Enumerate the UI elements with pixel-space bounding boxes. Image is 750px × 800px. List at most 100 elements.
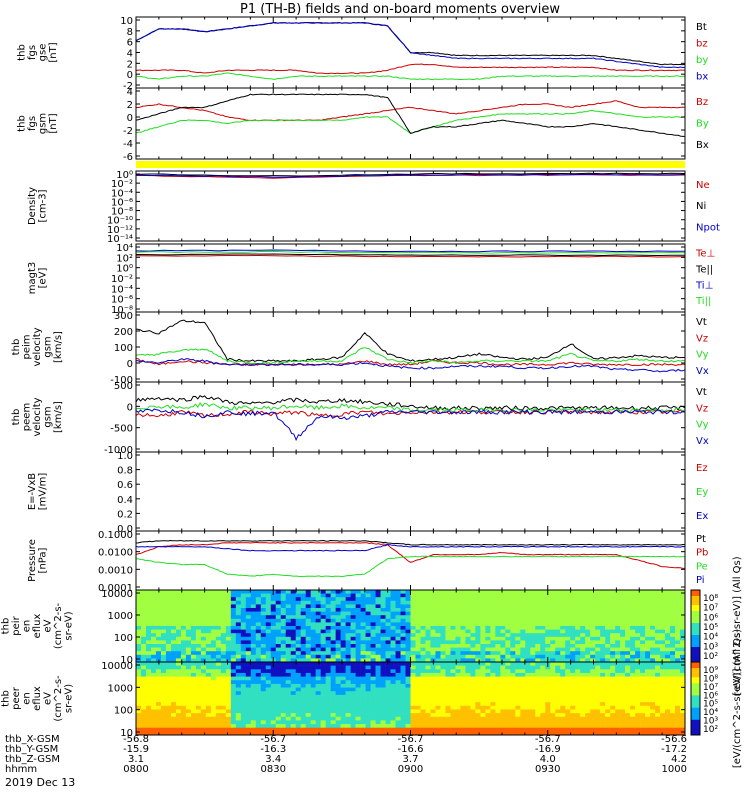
legend-entry: bz (696, 39, 708, 50)
colorbar-tick-label: 10² (703, 652, 718, 662)
colorbar-tick-label: 10⁷ (703, 683, 718, 693)
colorbar-tick-label: 10² (703, 725, 718, 735)
y-axis-label: eflux (32, 614, 43, 639)
legend-entry: Vz (696, 403, 708, 414)
y-tick-label: 10⁻¹² (107, 225, 133, 236)
legend-entry: Pt (696, 534, 706, 545)
y-axis-label: peir (11, 615, 22, 635)
y-axis-label: sr-eV) (64, 611, 75, 640)
y-axis-label: thb (16, 44, 27, 61)
legend-entry: Ey (696, 487, 708, 498)
x-axis-value: 0830 (261, 764, 286, 775)
y-axis-label: velocity (32, 397, 43, 436)
y-axis-label: sr-eV) (64, 684, 75, 713)
x-axis-row-label: thb_X-GSM (5, 734, 60, 745)
y-axis-label: [km/s] (53, 331, 64, 363)
y-axis-label: Pressure (27, 539, 38, 582)
colorbar-label: [eV/(cm^2-s-sr-eV)] (All Qs) (732, 629, 743, 768)
y-tick-label: 0.6 (117, 480, 133, 491)
y-tick-label: 10⁻⁶ (111, 197, 133, 208)
legend-entry: Pe (696, 561, 708, 572)
colorbar-tick-label: 10³ (703, 717, 718, 727)
colorbar-tick-label: 10⁵ (703, 623, 718, 633)
series-line-Te⊥ (135, 254, 686, 258)
y-tick-label: 4 (127, 87, 133, 98)
y-tick-label: -100 (110, 375, 133, 386)
series-line-Bz (135, 100, 686, 122)
legend-entry: By (696, 119, 709, 130)
y-tick-label: -4 (123, 139, 133, 150)
y-axis-label: gse (37, 44, 48, 62)
x-axis-value: 4.2 (671, 754, 687, 765)
y-tick-label: 2 (127, 59, 133, 70)
series-line-Bx (135, 93, 685, 137)
y-tick-label: 100 (114, 633, 133, 644)
colorbar-tick-label: 10⁸ (703, 594, 718, 604)
y-tick-label: 10² (116, 253, 133, 264)
series-line-Pt (135, 539, 686, 546)
y-tick-label: -2 (123, 126, 133, 137)
series-line-Ti|| (135, 250, 686, 254)
mode-flag-bar (136, 161, 685, 168)
y-axis-label: fgs (27, 45, 38, 60)
series-line-Pe (135, 555, 686, 578)
x-axis-value: 3.1 (128, 754, 144, 765)
legend-entry: Pi (696, 575, 705, 586)
colorbar-tick-label: 10⁴ (703, 633, 718, 643)
y-axis-label: gsm (43, 336, 54, 357)
series-line-Vt (135, 319, 685, 363)
y-axis-label: thb (16, 115, 27, 132)
legend-entry: by (696, 55, 708, 66)
x-axis-value: 1000 (662, 764, 687, 775)
y-axis-label: magt3 (27, 262, 38, 295)
y-tick-label: 10⁻¹⁴ (107, 234, 133, 245)
legend-entry: Vt (696, 387, 707, 398)
y-tick-label: 10⁻² (111, 179, 133, 190)
legend-entry: Ti|| (695, 296, 711, 307)
y-axis-label: thb (11, 339, 22, 356)
legend-entry: Ni (696, 201, 706, 212)
y-tick-label: 10⁴ (116, 243, 133, 254)
legend-entry: Vy (696, 420, 709, 431)
colorbar-tick-label: 10⁸ (703, 674, 718, 684)
y-tick-label: 0.0001 (98, 583, 133, 594)
y-axis-label: peem (22, 403, 33, 431)
legend-entry: Bt (696, 22, 707, 33)
series-line-Ti⊥ (135, 249, 686, 253)
y-tick-label: 0.0010 (98, 565, 133, 576)
y-axis-label: [nPa] (37, 547, 48, 573)
y-axis-label: thb (1, 690, 12, 707)
y-tick-label: -500 (110, 424, 133, 435)
x-axis-value: -56.7 (535, 734, 561, 745)
x-axis-value: -56.8 (123, 734, 149, 745)
y-axis-label: en (22, 692, 33, 705)
y-tick-label: 0.8 (117, 466, 133, 477)
x-axis-value: 0900 (398, 764, 423, 775)
legend-entry: Ez (696, 463, 708, 474)
y-axis-label: (cm^2-s- (53, 602, 64, 649)
y-axis-label: eV (43, 619, 54, 632)
y-tick-label: 0 (127, 70, 133, 81)
y-axis-label: [eV] (37, 268, 48, 289)
legend-entry: Ne (696, 180, 710, 191)
x-axis-value: 4.0 (540, 754, 556, 765)
x-axis-value: -16.9 (535, 744, 561, 755)
series-line-Bt (135, 21, 686, 66)
x-axis-value: -17.2 (661, 744, 687, 755)
legend-entry: Vy (696, 350, 709, 361)
legend-entry: Bx (696, 140, 709, 151)
y-tick-label: 6 (127, 38, 133, 49)
panel-peim-velocity: thb peim velocity gsm [km/s] 300 200 100 0 -100 Vt… (11, 311, 709, 386)
series-line-Vx (135, 358, 686, 373)
legend-entry: bx (696, 72, 708, 83)
y-axis-label: fgs (27, 116, 38, 131)
colorbar-tick-label: 10⁶ (703, 691, 718, 701)
y-tick-label: 4 (127, 49, 133, 60)
y-tick-label: 0.4 (117, 495, 133, 506)
y-tick-label: 10000 (101, 661, 133, 672)
